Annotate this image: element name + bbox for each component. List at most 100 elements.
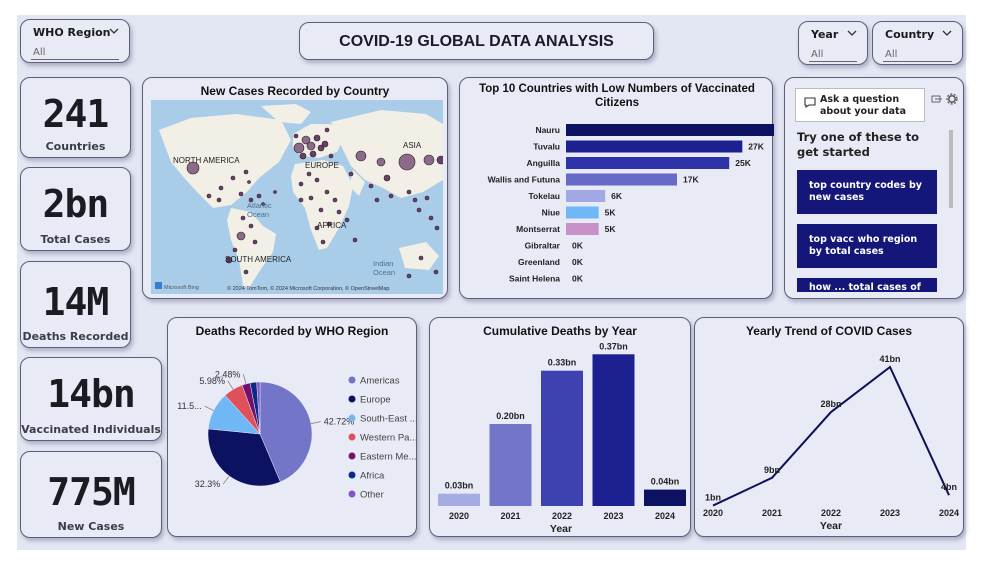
map-title: New Cases Recorded by Country (200, 84, 390, 98)
deaths-by-region-card: Deaths Recorded by WHO Region 42.72% 32.3… (167, 317, 418, 538)
kpi-label: Countries (45, 140, 106, 153)
deaths-by-region-chart[interactable]: 42.72% 32.3% 11.5... 5.98%2.48% Americas Euro… (168, 318, 418, 538)
qa-suggestion-2[interactable]: top vacc who region by total cases (797, 224, 937, 268)
line-value-label: 9bn (764, 465, 780, 475)
year-slicer[interactable]: Year All (798, 21, 868, 65)
cumulative-deaths-chart[interactable]: 0.03bn 2020 0.20bn 2021 0.33bn 2022 0.37bn 2023… (430, 318, 692, 538)
trend-line[interactable] (712, 365, 950, 507)
column-value-label: 0.33bn (548, 358, 577, 368)
bar-value-label: 6K (611, 191, 623, 201)
map-bubbles (186, 127, 443, 279)
map-label-europe: EUROPE (305, 161, 339, 170)
chart-title-line1: Top 10 Countries with Low Numbers of Vac… (479, 83, 755, 95)
x-tick-label: 2024 (655, 511, 675, 521)
kpi-label: Vaccinated Individuals (21, 423, 161, 436)
gear-icon[interactable] (946, 93, 958, 105)
column-value-label: 0.04bn (651, 477, 680, 487)
kpi-value: 775M (47, 470, 136, 514)
pie-leader-line (310, 421, 321, 424)
legend-label[interactable]: Western Pa... (360, 433, 417, 444)
column-bar[interactable] (489, 424, 532, 506)
bar[interactable] (566, 223, 599, 235)
kpi-label: Total Cases (40, 233, 111, 246)
column-bar[interactable] (438, 493, 480, 506)
column-bar[interactable] (644, 489, 686, 506)
world-map[interactable]: NORTH AMERICA EUROPE ASIA Atlantic Ocean … (151, 100, 443, 294)
header-banner: COVID-19 GLOBAL DATA ANALYSIS (299, 22, 654, 60)
bing-logo (155, 282, 162, 289)
map-label-asia: ASIA (403, 141, 422, 150)
yearly-trend-chart[interactable]: 1bn 2020 9bn 2021 28bn 2022 41bn 2023 4bn 2024 Yea… (695, 318, 965, 538)
chevron-down-icon[interactable] (942, 30, 952, 36)
bar[interactable] (566, 140, 743, 153)
kpi-card-countries: 241 Countries (20, 77, 131, 158)
map-label-south-america: SOUTH AMERICA (225, 255, 292, 264)
pie-leader-line (223, 475, 230, 485)
legend-label[interactable]: Eastern Me... (360, 452, 417, 463)
pie-slice[interactable] (259, 381, 313, 483)
slicer-label: Country (885, 28, 935, 41)
kpi-label: Deaths Recorded (22, 330, 129, 343)
slicer-label: WHO Region (33, 26, 111, 39)
column-value-label: 0.03bn (445, 481, 474, 491)
qa-suggestion-3[interactable]: how ... total cases of ... (797, 278, 937, 292)
kpi-card-deaths: 14M Deaths Recorded (20, 261, 131, 348)
yearly-trend-card: Yearly Trend of COVID Cases 1bn 2020 9bn 20… (694, 317, 964, 537)
column-bar[interactable] (541, 370, 583, 506)
ask-question-box[interactable]: Ask a question about your data (795, 88, 925, 122)
pie-data-label: 11.5... (177, 401, 201, 411)
pie-slice[interactable] (207, 428, 281, 487)
map-label-africa: AFRICA (317, 221, 347, 230)
pie-slice[interactable] (256, 381, 261, 435)
bar-value-label: 5K (605, 224, 617, 234)
low-vaccination-chart[interactable]: Top 10 Countries with Low Numbers of Vac… (460, 78, 774, 300)
legend-label[interactable]: South-East ... (360, 414, 418, 425)
x-tick-label: 2022 (821, 508, 841, 518)
line-value-label: 41bn (879, 354, 900, 364)
slicer-underline (31, 59, 119, 60)
bar-value-label: 17K (683, 175, 699, 185)
slicer-value: All (811, 49, 824, 60)
country-slicer[interactable]: Country All (872, 21, 963, 65)
bar-value-label: 25K (735, 158, 751, 168)
qa-scrollbar[interactable] (949, 130, 953, 208)
bar[interactable] (566, 157, 730, 169)
bar-category-label: Saint Helena (509, 274, 560, 284)
bar[interactable] (566, 190, 606, 202)
map-card: New Cases Recorded by Country (142, 77, 448, 299)
legend-label[interactable]: Americas (360, 376, 400, 387)
x-axis-title: Year (820, 520, 842, 532)
reset-icon[interactable] (931, 94, 943, 104)
pie-data-label: 42.72% (324, 417, 355, 427)
bar[interactable] (566, 173, 677, 186)
qa-suggestion-1[interactable]: top country codes by new cases (797, 170, 937, 214)
slicer-value: All (33, 47, 46, 58)
kpi-label: New Cases (57, 520, 125, 533)
bar[interactable] (566, 124, 774, 136)
kpi-value: 2bn (42, 182, 110, 226)
legend-label[interactable]: Europe (360, 395, 391, 406)
bar-category-label: Montserrat (516, 224, 560, 234)
bar-value-label: 0K (572, 274, 584, 284)
page-title: COVID-19 GLOBAL DATA ANALYSIS (339, 33, 614, 50)
legend-marker (348, 490, 356, 498)
map-attribution[interactable]: © 2024 TomTom, © 2024 Microsoft Corporat… (227, 285, 389, 292)
kpi-card-vaccinated: 14bn Vaccinated Individuals (20, 357, 162, 441)
bar[interactable] (566, 206, 599, 219)
x-tick-label: 2023 (880, 508, 900, 518)
kpi-value: 14bn (47, 372, 136, 416)
bar-category-label: Anguilla (526, 158, 560, 168)
legend-label[interactable]: Africa (360, 471, 385, 482)
column-bar[interactable] (592, 354, 635, 506)
legend-marker (348, 414, 356, 422)
bar-value-label: 27K (748, 142, 764, 152)
who-region-slicer[interactable]: WHO Region All (20, 19, 130, 63)
chevron-down-icon[interactable] (109, 28, 119, 34)
kpi-value: 241 (42, 92, 110, 136)
legend-marker (348, 395, 356, 403)
legend-label[interactable]: Other (360, 490, 384, 501)
low-vaccination-card: Top 10 Countries with Low Numbers of Vac… (459, 77, 774, 300)
chevron-down-icon[interactable] (847, 30, 857, 36)
legend-marker (348, 471, 356, 479)
cumulative-deaths-card: Cumulative Deaths by Year 0.03bn 2020 0.20… (429, 317, 691, 537)
